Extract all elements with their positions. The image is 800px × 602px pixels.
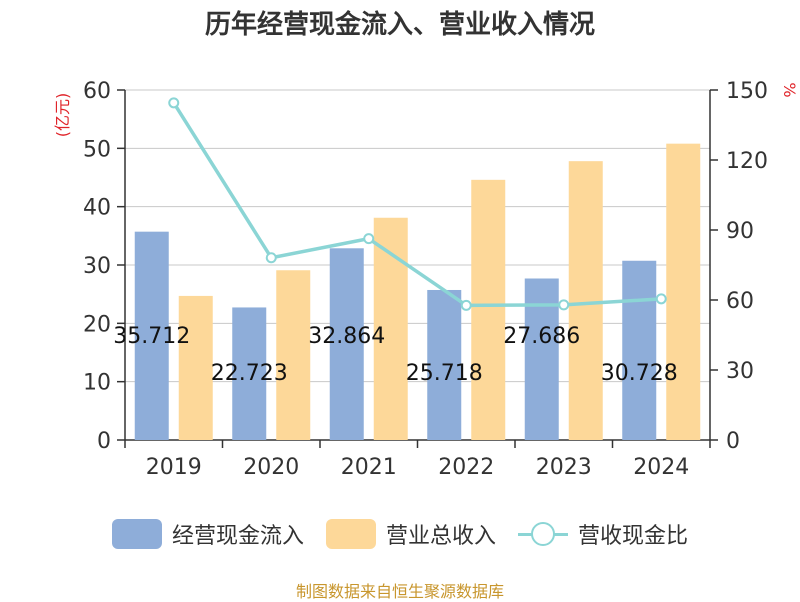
point-cash-ratio-2021 [363,233,375,245]
y-left-axis-label: (亿元) [53,93,72,138]
bar-cash-inflow-2022 [427,289,462,440]
bar-cash-inflow-2023 [524,278,559,440]
x-tick-label-2023: 2023 [536,455,592,480]
y-right-axis-label: % [780,82,799,97]
x-tick-label-2022: 2022 [438,455,494,480]
y-right-tick-label-0: 0 [726,429,740,454]
y-right-tick-label-4: 120 [726,149,768,174]
bar-revenue-2024 [666,143,701,440]
y-left-tick-label-4: 40 [83,196,111,221]
data-label-cash-inflow-2022: 25.718 [406,361,483,386]
chart-title: 历年经营现金流入、营业收入情况 [204,10,595,40]
data-label-cash-inflow-2019: 35.712 [113,324,190,349]
point-cash-ratio-2024 [655,293,667,305]
y-left-tick-label-1: 10 [83,371,111,396]
point-cash-ratio-2023 [558,299,570,311]
y-right-tick-label-1: 30 [726,359,754,384]
data-label-cash-inflow-2020: 22.723 [211,361,288,386]
bar-cash-inflow-2020 [232,307,267,440]
y-left-tick-label-6: 60 [83,79,111,104]
y-right-tick-label-5: 150 [726,79,768,104]
point-cash-ratio-2022 [460,299,472,311]
bar-revenue-2022 [471,179,506,441]
bar-cash-inflow-2019 [134,231,169,440]
x-tick-label-2019: 2019 [146,455,202,480]
y-right-tick-label-3: 90 [726,219,754,244]
legend-item-cash-ratio[interactable]: 营收现金比 [518,518,688,550]
point-cash-ratio-2020 [265,252,277,264]
data-label-cash-inflow-2021: 32.864 [308,324,385,349]
legend: 经营现金流入 营业总收入 营收现金比 [0,518,800,550]
bar-cash-inflow-2021 [329,248,364,440]
legend-swatch-cash-ratio [518,519,568,549]
y-left-tick-label-2: 20 [83,312,111,337]
y-right-tick-label-2: 60 [726,289,754,314]
data-source-note: 制图数据来自恒生聚源数据库 [295,582,504,601]
x-tick-label-2024: 2024 [633,455,689,480]
bar-cash-inflow-2024 [622,260,657,440]
y-left-tick-label-5: 50 [83,137,111,162]
bar-revenue-2023 [568,161,603,440]
y-left-tick-label-0: 0 [97,429,111,454]
legend-label-cash-inflow: 经营现金流入 [171,524,304,549]
legend-item-cash-inflow[interactable]: 经营现金流入 [111,518,304,550]
line-cash-ratio [172,101,663,308]
data-label-cash-inflow-2023: 27.686 [503,324,580,349]
point-cash-ratio-2019 [168,97,180,109]
bar-revenue-2019 [178,295,213,440]
bar-revenue-2020 [276,270,311,440]
legend-swatch-revenue [325,519,376,549]
data-label-cash-inflow-2024: 30.728 [601,361,678,386]
legend-item-revenue[interactable]: 营业总收入 [325,518,496,550]
x-tick-label-2020: 2020 [243,455,299,480]
legend-label-revenue: 营业总收入 [385,524,496,549]
x-tick-label-2021: 2021 [341,455,397,480]
legend-swatch-cash-inflow [111,519,162,549]
legend-label-cash-ratio: 营收现金比 [578,524,689,549]
y-left-tick-label-3: 30 [83,254,111,279]
